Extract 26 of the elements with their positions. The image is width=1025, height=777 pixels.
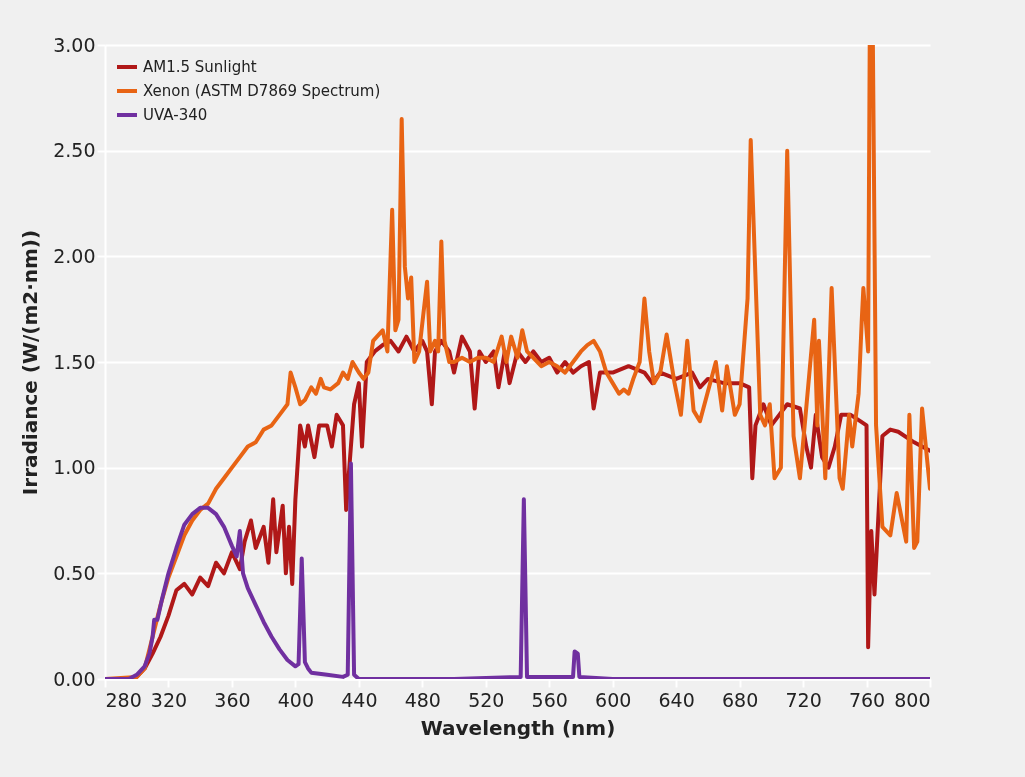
x-tick-label: 800 [894, 688, 931, 711]
x-tick-label: 400 [277, 688, 315, 711]
x-tick-label: 680 [721, 688, 759, 711]
y-tick-label: 0.00 [53, 667, 96, 690]
legend-label: AM1.5 Sunlight [143, 58, 257, 76]
y-tick-label: 1.00 [53, 456, 96, 479]
y-tick-label: 1.50 [53, 350, 96, 373]
x-tick-label: 560 [531, 688, 568, 711]
x-tick-label: 320 [150, 688, 188, 711]
y-tick-label: 2.00 [53, 244, 96, 267]
legend-label: Xenon (ASTM D7869 Spectrum) [143, 82, 381, 100]
y-tick-label: 0.50 [53, 561, 96, 584]
x-tick-label: 720 [785, 688, 822, 711]
y-tick-label: 3.00 [53, 33, 96, 56]
x-tick-label: 640 [658, 688, 695, 711]
y-tick-label: 2.50 [53, 139, 96, 162]
legend-label: UVA-340 [143, 106, 208, 124]
x-tick-label: 760 [848, 688, 886, 711]
x-tick-label: 280 [105, 688, 142, 711]
x-tick-label: 520 [468, 688, 505, 711]
y-axis-title: Irradiance (W/(m2·nm)) [18, 229, 43, 496]
x-tick-label: 360 [214, 688, 251, 711]
x-tick-label: 480 [404, 688, 441, 711]
x-tick-label: 440 [341, 688, 378, 711]
x-axis-title: Wavelength (nm) [420, 715, 616, 740]
x-tick-label: 600 [595, 688, 632, 711]
